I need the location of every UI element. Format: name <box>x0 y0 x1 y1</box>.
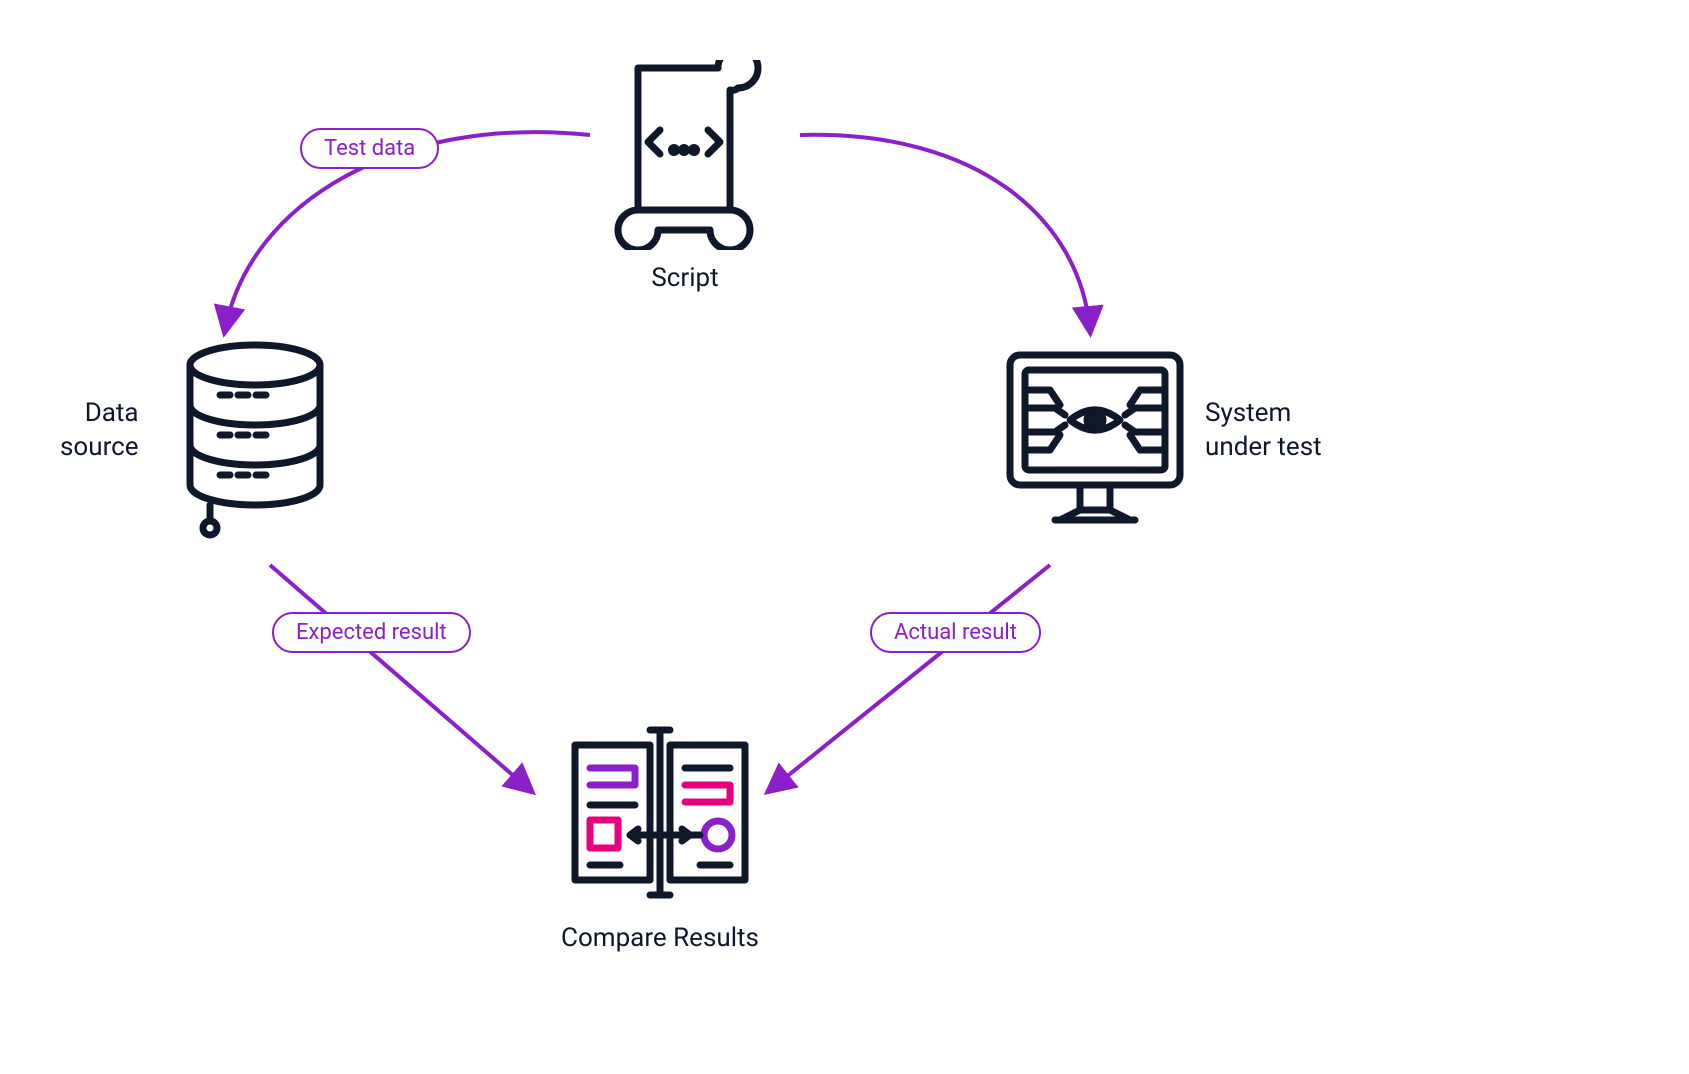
node-datasource-label: Data source <box>60 397 139 465</box>
compare-icon <box>560 720 760 910</box>
node-datasource <box>175 340 335 540</box>
node-script-label: Script <box>651 262 718 296</box>
node-sut-label: System under test <box>1205 397 1322 465</box>
badge-test-data: Test data <box>300 128 439 169</box>
edge-script-to-sut <box>800 135 1090 330</box>
monitor-icon <box>1000 345 1190 535</box>
script-icon <box>600 60 770 250</box>
node-sut <box>1000 345 1190 535</box>
database-icon <box>175 340 335 540</box>
badge-expected-result: Expected result <box>272 612 471 653</box>
edge-datasource-to-compare <box>270 565 530 790</box>
diagram-canvas: Script Data source <box>0 0 1689 1074</box>
badge-actual-result: Actual result <box>870 612 1041 653</box>
node-script: Script <box>600 60 770 296</box>
node-compare-label: Compare Results <box>561 922 759 956</box>
edge-sut-to-compare <box>770 565 1050 790</box>
node-compare: Compare Results <box>560 720 760 956</box>
